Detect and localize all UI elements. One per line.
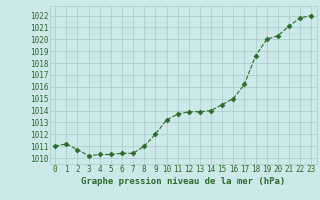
X-axis label: Graphe pression niveau de la mer (hPa): Graphe pression niveau de la mer (hPa) [81,177,285,186]
